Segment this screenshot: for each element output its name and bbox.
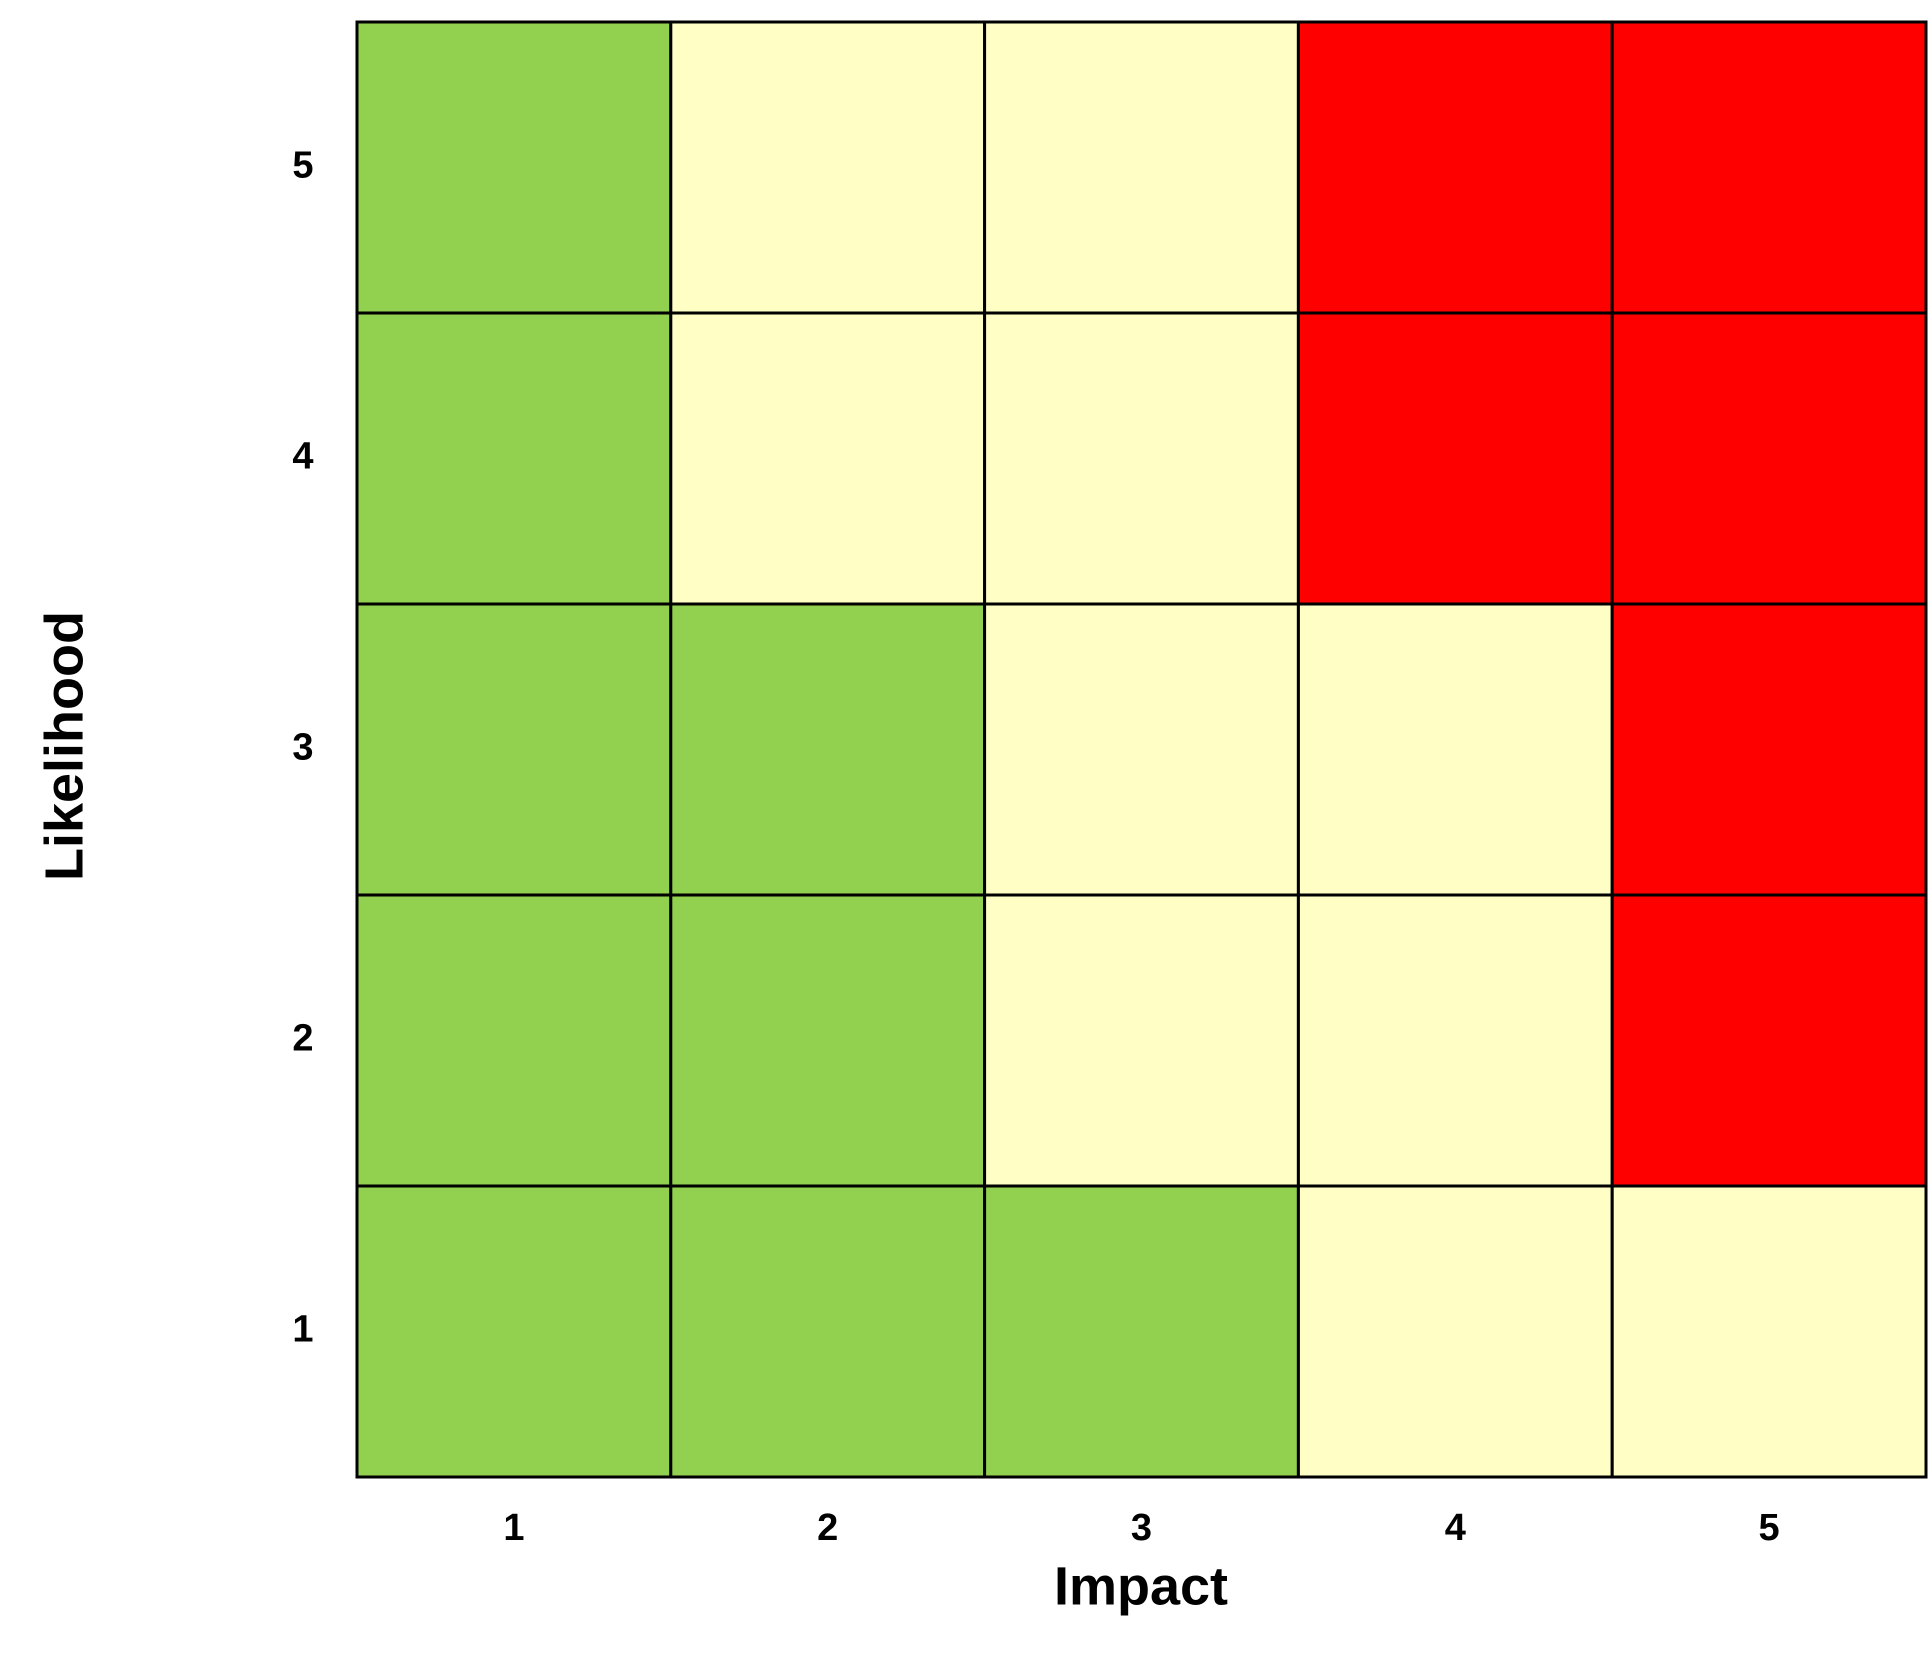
x-tick-label: 2 xyxy=(817,1507,838,1549)
heatmap-cell xyxy=(1610,311,1928,606)
heatmap-cell xyxy=(669,893,987,1188)
heatmap-cell xyxy=(983,602,1300,897)
heatmap-cell xyxy=(1296,1184,1614,1479)
heatmap-cell xyxy=(1296,893,1614,1188)
heatmap-cell xyxy=(355,893,673,1188)
y-tick-label: 5 xyxy=(292,145,313,187)
y-tick-label: 4 xyxy=(292,436,313,478)
heatmap-cell xyxy=(1296,602,1614,897)
x-tick-label: 4 xyxy=(1445,1507,1466,1549)
heatmap-cell xyxy=(983,20,1300,315)
heatmap-cell xyxy=(1610,893,1928,1188)
heatmap-cell xyxy=(669,602,987,897)
x-tick-label: 5 xyxy=(1759,1507,1780,1549)
heatmap-cell xyxy=(669,311,987,606)
heatmap-cell xyxy=(983,893,1300,1188)
y-tick-label: 1 xyxy=(292,1309,313,1351)
x-axis-label: Impact xyxy=(1054,1556,1228,1616)
heatmap-cell xyxy=(983,1184,1300,1479)
y-axis-label: Likelihood xyxy=(34,611,94,881)
heatmap-cell xyxy=(355,311,673,606)
heatmap-cell xyxy=(669,1184,987,1479)
heatmap-cell xyxy=(355,20,673,315)
y-tick-label: 2 xyxy=(292,1018,313,1060)
heatmap-cell xyxy=(1296,20,1614,315)
x-tick-label: 3 xyxy=(1131,1507,1152,1549)
heatmap-cell xyxy=(1296,311,1614,606)
heatmap-cell xyxy=(355,602,673,897)
heatmap-cell xyxy=(983,311,1300,606)
heatmap-cell xyxy=(1610,1184,1928,1479)
y-tick-label: 3 xyxy=(292,727,313,769)
heatmap-cell xyxy=(669,20,987,315)
heatmap-cell xyxy=(355,1184,673,1479)
heatmap-cell xyxy=(1610,602,1928,897)
heatmap-cell xyxy=(1610,20,1928,315)
x-tick-label: 1 xyxy=(503,1507,524,1549)
